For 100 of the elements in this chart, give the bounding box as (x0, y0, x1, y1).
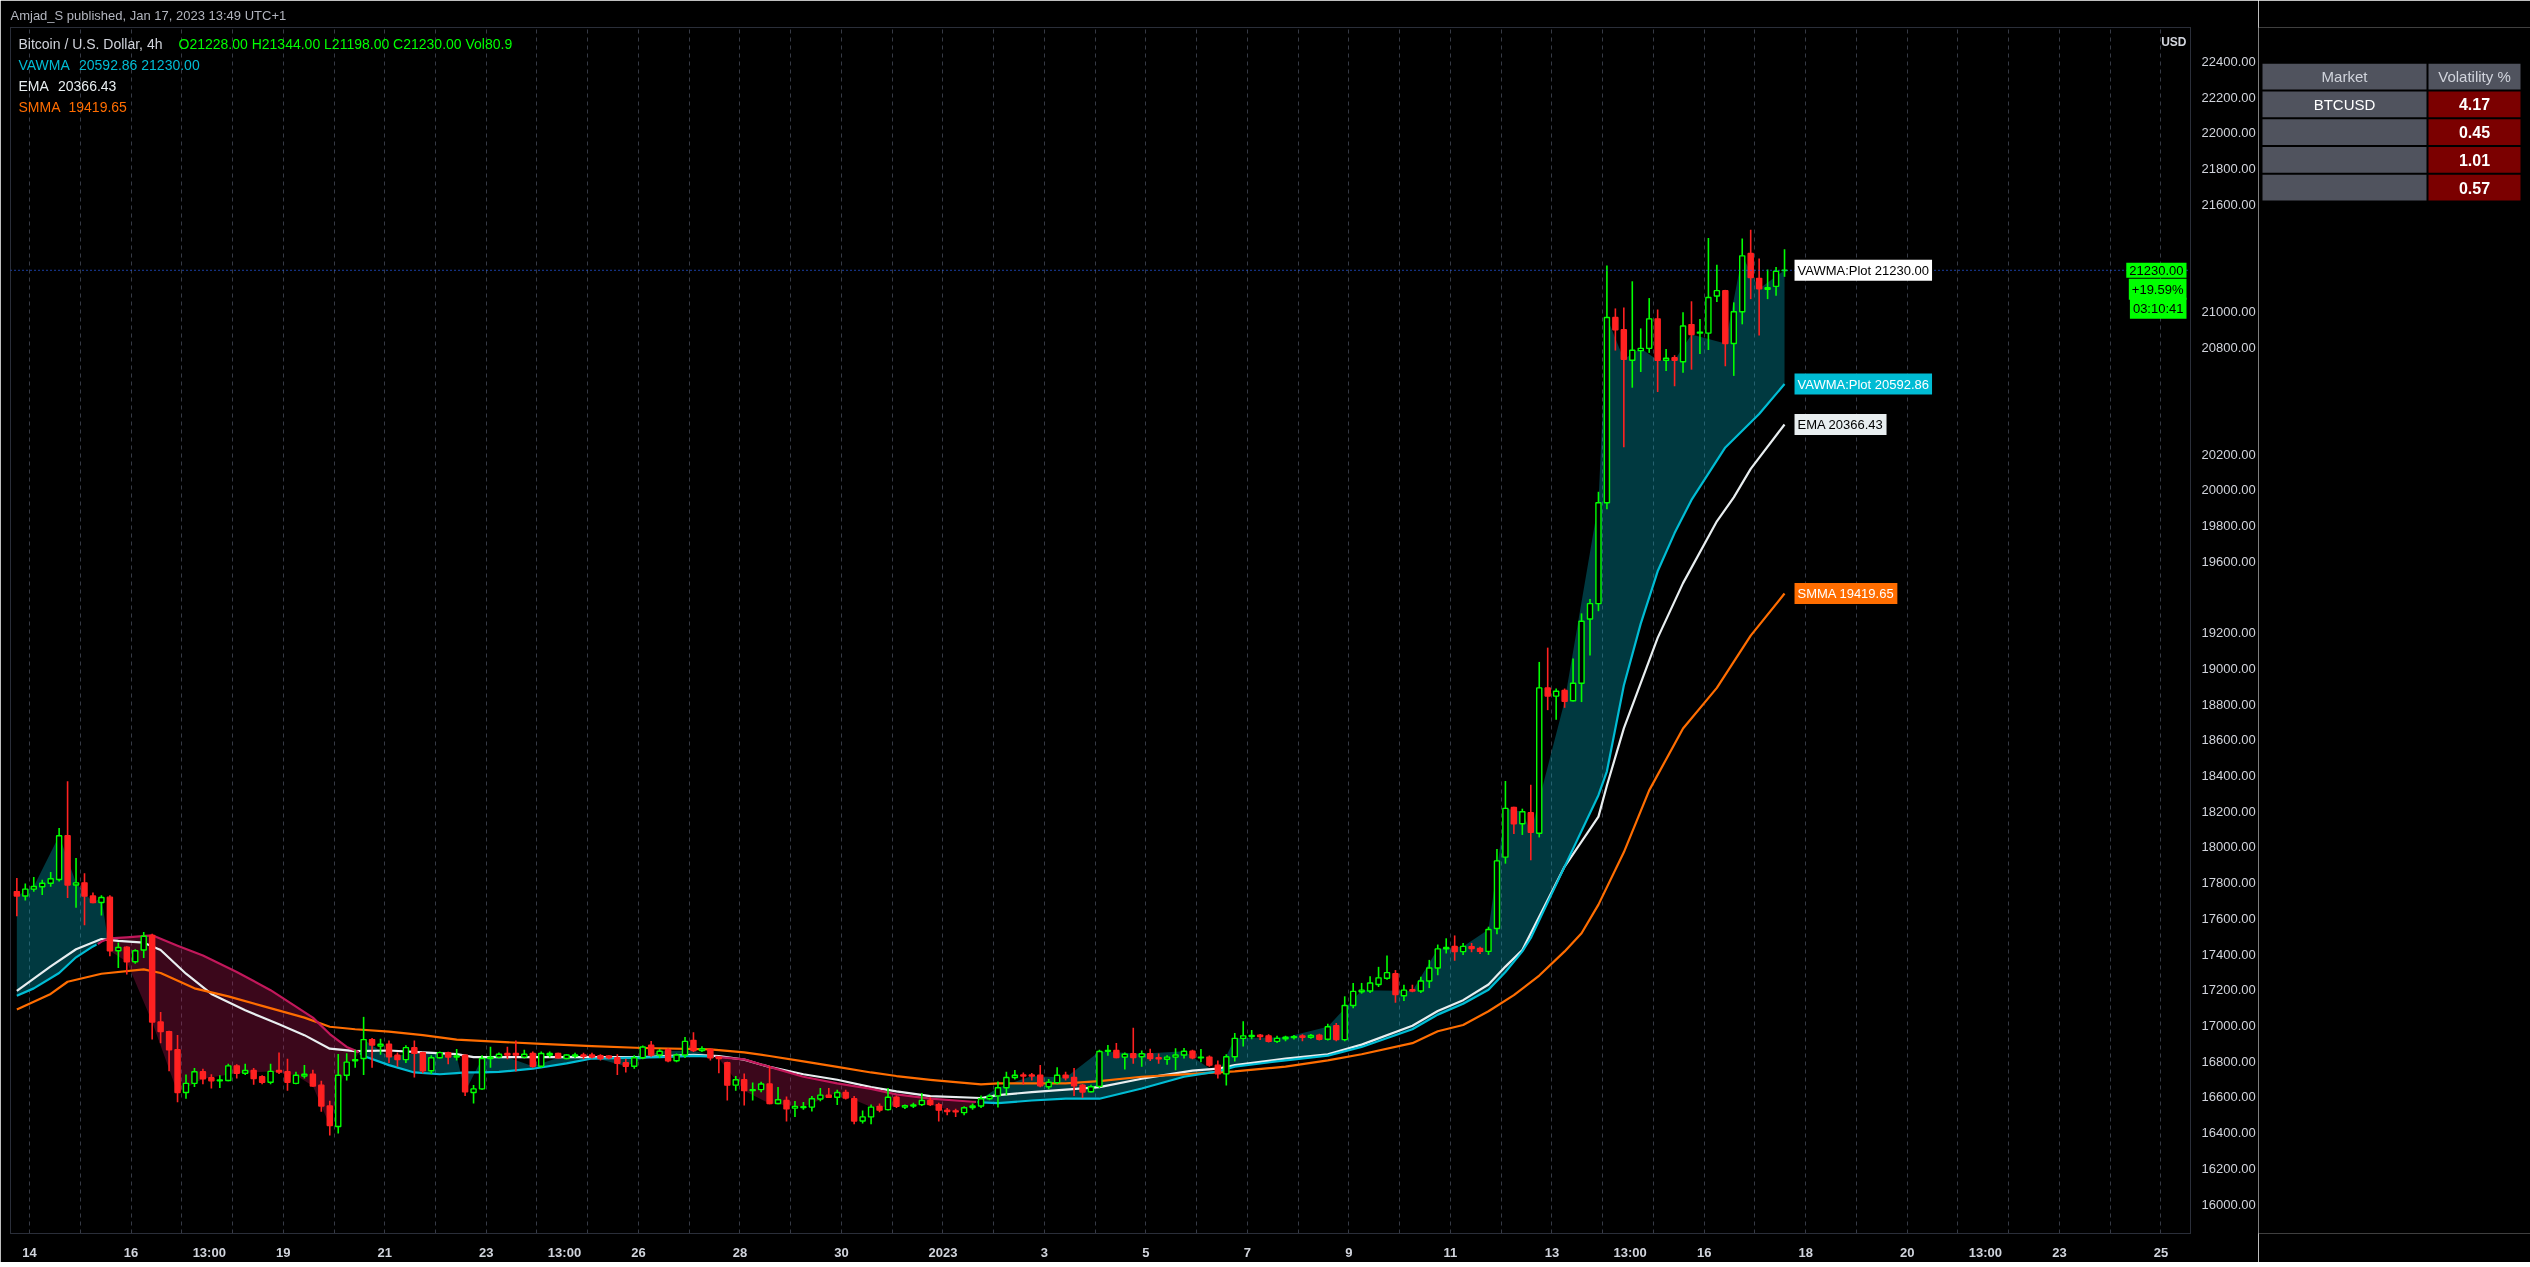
candlestick (724, 1061, 731, 1101)
candlestick (1713, 264, 1721, 302)
candlestick (1383, 955, 1391, 980)
x-tick-label: 30 (834, 1244, 849, 1260)
candlestick (1172, 1048, 1179, 1071)
candlestick (884, 1088, 892, 1111)
candlestick (690, 1032, 697, 1053)
candlestick (850, 1096, 858, 1125)
annotation: +19.59% (2131, 281, 2184, 297)
x-tick-label: 13:00 (1613, 1244, 1647, 1260)
candlestick (343, 1053, 350, 1081)
x-tick-label: 23 (479, 1244, 494, 1260)
text: Bitcoin / U.S. Dollar, 4h (18, 35, 163, 52)
y-tick-label: 16600.00 (2201, 1089, 2256, 1105)
candlestick (267, 1063, 274, 1085)
candlestick (1130, 1027, 1137, 1064)
candlestick (1544, 647, 1551, 711)
candlestick (81, 873, 88, 926)
x-tick-label: 9 (1345, 1244, 1353, 1260)
candlestick (1197, 1048, 1205, 1063)
x-tick-label: 18 (1798, 1244, 1813, 1260)
candlestick (140, 932, 147, 959)
candlestick (30, 876, 37, 892)
candlestick (1138, 1050, 1145, 1067)
candlestick (614, 1054, 621, 1076)
candlestick (1121, 1052, 1129, 1070)
x-tick-label: 2023 (928, 1244, 958, 1260)
candlestick (1527, 784, 1535, 861)
candlestick (622, 1058, 630, 1073)
text: EMA (18, 77, 50, 94)
candlestick (1510, 806, 1518, 835)
candlestick (1688, 301, 1695, 370)
candlestick (1747, 229, 1754, 300)
candlestick (1662, 348, 1670, 372)
data-label: 4.17 (2458, 96, 2491, 114)
candlestick (1231, 1032, 1239, 1062)
x-tick-label: 3 (1040, 1244, 1049, 1260)
y-tick-label: 21800.00 (2201, 161, 2256, 177)
text: Market (2321, 68, 2369, 86)
y-tick-label: 17000.00 (2201, 1018, 2256, 1034)
data-label: 0.57 (2458, 179, 2491, 197)
candlestick (1586, 599, 1594, 656)
y-tick-label: 17600.00 (2201, 910, 2256, 926)
candlestick (182, 1074, 190, 1099)
candlestick (165, 1030, 173, 1072)
y-tick-label: 19800.00 (2201, 518, 2256, 534)
candlestick (284, 1058, 291, 1091)
candlestick (681, 1037, 689, 1058)
candlestick (1764, 269, 1771, 300)
candlestick (1392, 970, 1399, 1003)
x-tick-label: 19 (276, 1244, 291, 1260)
candlestick (123, 946, 131, 975)
x-tick-label: 16 (123, 1244, 139, 1260)
y-tick-label: 16800.00 (2201, 1053, 2256, 1069)
candlestick (411, 1040, 418, 1078)
candlestick (13, 877, 21, 917)
x-tick-label: 28 (732, 1244, 748, 1260)
candlestick (216, 1075, 224, 1088)
candlestick (1519, 808, 1526, 835)
annotation: EMA 20366.43 (1797, 416, 1883, 432)
text: Volatility % (2438, 68, 2511, 86)
y-tick-label: 19000.00 (2201, 660, 2256, 676)
candlestick (791, 1100, 799, 1117)
y-tick-label: 20000.00 (2201, 482, 2256, 498)
candlestick (1671, 355, 1678, 387)
annotation: VAWMA:Plot 21230.00 (1797, 262, 1930, 278)
y-tick-label: 20800.00 (2201, 339, 2256, 355)
x-tick-label: 13:00 (192, 1244, 226, 1260)
candlestick (715, 1056, 723, 1074)
y-tick-label: 20200.00 (2201, 446, 2256, 462)
y-tick-label: 22200.00 (2201, 89, 2256, 105)
candlestick (774, 1087, 782, 1105)
y-axis-title: USD (2161, 34, 2187, 49)
candlestick (1223, 1054, 1230, 1086)
candlestick (275, 1052, 283, 1074)
candlestick (157, 1012, 164, 1044)
candlestick (318, 1080, 325, 1112)
category-label: BTCUSD (2313, 95, 2376, 113)
y-tick-label: 17200.00 (2201, 982, 2256, 998)
x-tick-label: 7 (1243, 1244, 1252, 1260)
candlestick (1755, 258, 1763, 336)
candlestick (1003, 1071, 1010, 1096)
y-tick-label: 18600.00 (2201, 732, 2256, 748)
candlestick (1375, 966, 1382, 988)
y-tick-label: 18200.00 (2201, 803, 2256, 819)
candlestick (512, 1040, 520, 1072)
candlestick (1426, 959, 1433, 989)
candlestick (867, 1104, 875, 1125)
y-tick-label: 17400.00 (2201, 946, 2256, 962)
x-tick-label: 13:00 (547, 1244, 582, 1260)
annotation: 20366.43 (58, 77, 117, 94)
y-tick-label: 21600.00 (2201, 196, 2256, 212)
y-tick-label: 19200.00 (2201, 625, 2256, 641)
x-tick-label: 20 (1899, 1244, 1915, 1260)
candlestick (1485, 926, 1492, 955)
y-tick-label: 17800.00 (2201, 875, 2256, 891)
y-tick-label: 16200.00 (2201, 1160, 2256, 1176)
ref-line-label: 21230.00 (2129, 262, 2184, 278)
candlestick (1028, 1073, 1036, 1081)
annotation: 20592.86 21230.00 (79, 56, 200, 73)
